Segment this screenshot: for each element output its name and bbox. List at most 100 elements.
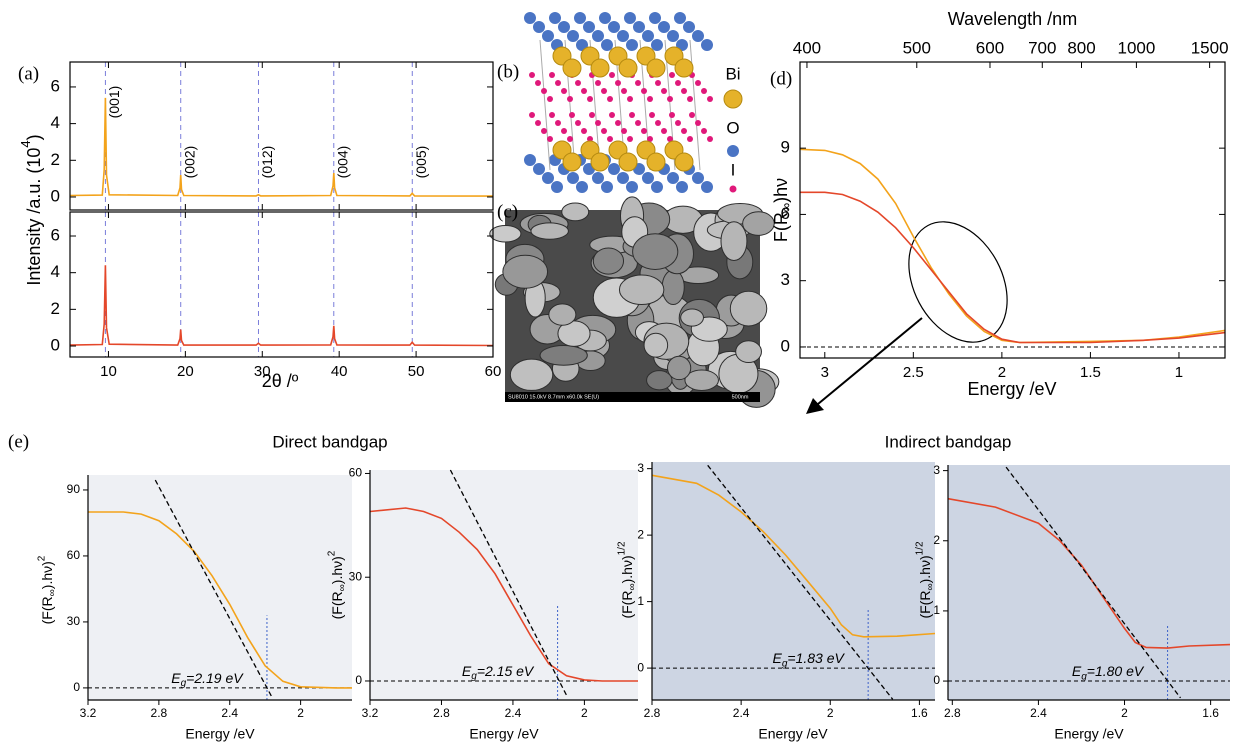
y-tick-label: 0 xyxy=(781,336,790,355)
legend-marker xyxy=(729,185,737,193)
x-tick-label: 1.6 xyxy=(1202,706,1219,720)
atom-i xyxy=(535,120,541,126)
atom-i xyxy=(535,80,541,86)
plot-frame xyxy=(799,61,1226,359)
x-tick-label: 2.8 xyxy=(944,706,961,720)
y-tick-label: 2 xyxy=(933,533,940,547)
atom-i xyxy=(655,80,661,86)
label-text: ).hν) xyxy=(39,561,55,589)
label-text: =2.15 eV xyxy=(477,663,535,679)
atom-bi xyxy=(590,58,610,78)
sem-grain xyxy=(502,254,549,289)
atom-i xyxy=(621,88,627,94)
atom-i xyxy=(707,96,713,102)
atom-i xyxy=(607,96,613,102)
atom-i xyxy=(575,80,581,86)
y-tick-label: 1 xyxy=(637,594,644,608)
x-axis-label: Energy /eV xyxy=(1054,726,1124,742)
atom-o xyxy=(642,172,654,184)
x-tick-label: 2.4 xyxy=(733,706,750,720)
atom-i xyxy=(635,80,641,86)
atom-i xyxy=(581,128,587,134)
sem-panel: SU8010 15.0kV 8.7mm x60.0k SE(U) 500nm xyxy=(489,196,780,408)
x-tick-label: 3.2 xyxy=(80,706,97,720)
y-tick-label: 30 xyxy=(67,614,81,628)
label-text: ).hν) xyxy=(917,555,933,583)
atom-i xyxy=(701,128,707,134)
data-line xyxy=(651,474,936,638)
sem-grain xyxy=(735,340,762,364)
atom-bi xyxy=(674,58,694,78)
atom-i xyxy=(641,88,647,94)
atom-o xyxy=(549,12,561,24)
atom-o xyxy=(651,39,663,51)
x-tick-label: 2.4 xyxy=(1030,706,1047,720)
x2-tick-label: 600 xyxy=(976,38,1004,57)
atom-o xyxy=(533,163,545,175)
atom-i xyxy=(627,136,633,142)
atom-i xyxy=(675,80,681,86)
atom-i xyxy=(689,112,695,118)
y-tick-label: 60 xyxy=(349,466,363,480)
atom-o xyxy=(574,12,586,24)
atom-i xyxy=(561,128,567,134)
atom-i xyxy=(529,72,535,78)
legend-marker xyxy=(727,145,739,157)
sem-grain xyxy=(720,221,748,262)
heading: Indirect bandgap xyxy=(885,432,1012,451)
label-text: E xyxy=(462,663,472,679)
data-line xyxy=(799,148,1226,344)
atom-o xyxy=(533,21,545,33)
x2-axis-label: Wavelength /nm xyxy=(948,9,1077,29)
label-text: E xyxy=(1072,663,1082,679)
label-text: )hν xyxy=(771,178,791,203)
peak-label: (005) xyxy=(413,146,429,179)
bandgap-label: Eg=1.80 eV xyxy=(1072,663,1145,682)
atom-o xyxy=(551,181,563,193)
sem-grain xyxy=(643,332,669,358)
fit-line xyxy=(449,469,568,696)
atom-i xyxy=(661,128,667,134)
atom-i xyxy=(589,112,595,118)
atom-i xyxy=(681,88,687,94)
y-tick-label: 2 xyxy=(637,527,644,541)
y-tick-label: 0 xyxy=(637,660,644,674)
y-tick-label: 1 xyxy=(933,603,940,617)
label-text: Intensity /a.u. (10 xyxy=(24,148,44,286)
atom-i xyxy=(669,72,675,78)
x2-tick-label: 1500 xyxy=(1191,38,1229,57)
atom-o xyxy=(592,172,604,184)
atom-i xyxy=(701,88,707,94)
y-tick-label: 3 xyxy=(933,463,940,477)
sem-grain xyxy=(646,370,673,391)
y-tick-label: 90 xyxy=(67,482,81,496)
atom-i xyxy=(609,72,615,78)
label-text: E xyxy=(171,670,181,686)
x2-tick-label: 500 xyxy=(903,38,931,57)
sem-grain xyxy=(680,308,704,327)
atom-o xyxy=(649,12,661,24)
label-text: ) xyxy=(24,134,44,140)
atom-i xyxy=(569,112,575,118)
atom-o xyxy=(692,172,704,184)
atom-i xyxy=(541,128,547,134)
y-axis-label: (F(R∞).hν)2 xyxy=(36,555,58,624)
data-line xyxy=(69,265,494,347)
x2-tick-label: 1000 xyxy=(1117,38,1155,57)
plot-frame xyxy=(69,211,494,358)
atom-o xyxy=(524,154,536,166)
bandgap-label: Eg=2.15 eV xyxy=(462,663,535,682)
x2-tick-label: 700 xyxy=(1028,38,1056,57)
label-text: (F(R xyxy=(917,591,933,619)
sem-grain xyxy=(509,358,554,391)
atom-o xyxy=(567,30,579,42)
atom-i xyxy=(595,80,601,86)
atom-i xyxy=(601,88,607,94)
atom-i xyxy=(615,80,621,86)
x-axis-label: Energy /eV xyxy=(185,726,255,742)
y-tick-label: 9 xyxy=(781,138,790,157)
atom-bi xyxy=(590,152,610,172)
fit-line xyxy=(154,479,273,699)
atom-i xyxy=(707,136,713,142)
subscript: g xyxy=(471,671,477,682)
